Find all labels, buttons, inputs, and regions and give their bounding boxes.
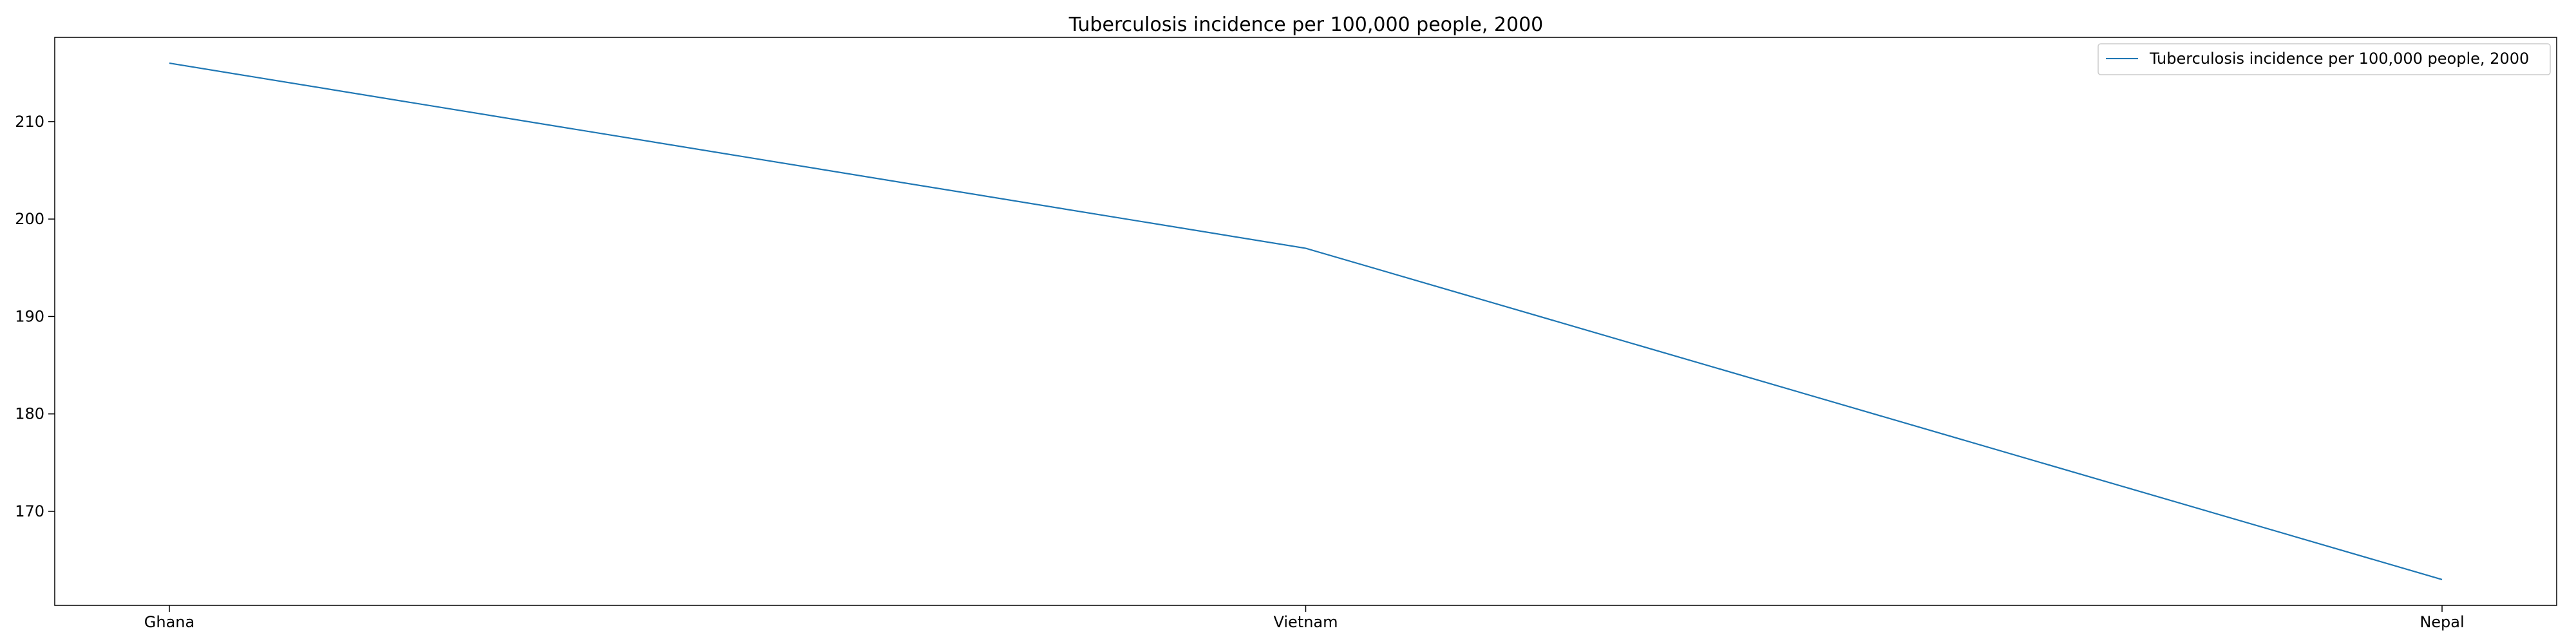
y-tick-label: 190 — [15, 307, 44, 325]
legend-label: Tuberculosis incidence per 100,000 peopl… — [2149, 50, 2529, 68]
y-tick-label: 180 — [15, 405, 44, 423]
y-tick-label: 200 — [15, 210, 44, 228]
chart-title: Tuberculosis incidence per 100,000 peopl… — [1068, 14, 1544, 36]
plot-frame — [54, 37, 2557, 606]
x-axis: Ghana Vietnam Nepal — [144, 605, 2465, 631]
legend: Tuberculosis incidence per 100,000 peopl… — [2098, 43, 2551, 75]
y-tick-label: 170 — [15, 502, 44, 520]
x-tick-label: Nepal — [2420, 613, 2464, 631]
legend-box — [2098, 43, 2551, 75]
x-tick-label: Vietnam — [1273, 613, 1338, 631]
series-line — [169, 62, 2443, 580]
y-tick-label: 210 — [15, 113, 44, 131]
x-tick-label: Ghana — [144, 613, 194, 631]
y-axis: 170 180 190 200 210 — [15, 113, 55, 520]
series-layer — [169, 62, 2443, 580]
